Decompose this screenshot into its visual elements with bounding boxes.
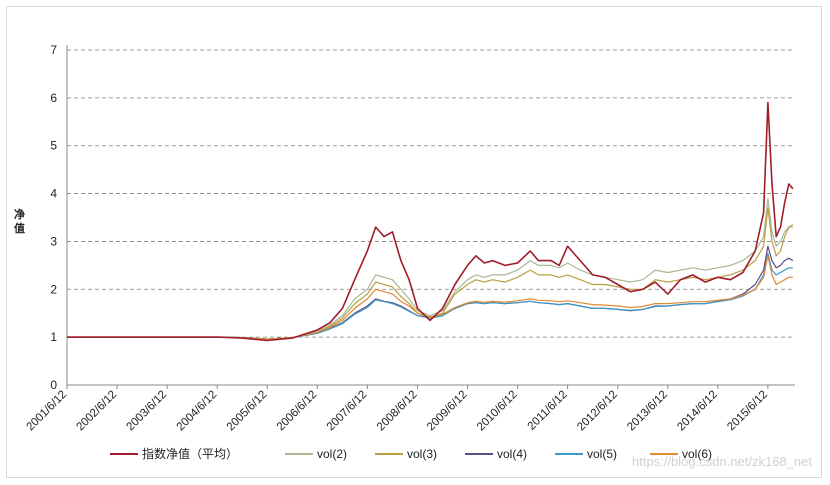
x-tick-label: 2014/6/12 <box>675 389 720 434</box>
x-tick-label: 2006/6/12 <box>275 389 320 434</box>
x-tick-label: 2008/6/12 <box>375 389 420 434</box>
y-tick-label: 2 <box>50 282 57 296</box>
y-tick-label: 7 <box>50 43 57 57</box>
legend-label: vol(3) <box>407 447 437 461</box>
x-tick-label: 2005/6/12 <box>225 389 270 434</box>
legend-label: 指数净值（平均） <box>142 446 238 461</box>
series-line <box>67 255 793 340</box>
x-tick-label: 2003/6/12 <box>125 389 170 434</box>
x-tick-label: 2012/6/12 <box>575 389 620 434</box>
x-tick-label: 2007/6/12 <box>325 389 370 434</box>
x-tick-label: 2009/6/12 <box>425 389 470 434</box>
watermark-text: https://blog.csdn.net/zk168_net <box>632 454 812 469</box>
series-line <box>67 252 793 340</box>
x-tick-label: 2015/6/12 <box>725 389 770 434</box>
y-tick-label: 6 <box>50 91 57 105</box>
x-tick-label: 2013/6/12 <box>625 389 670 434</box>
legend-label: vol(5) <box>587 447 617 461</box>
x-tick-label: 2004/6/12 <box>175 389 220 434</box>
series-line <box>67 245 794 340</box>
x-tick-label: 2010/6/12 <box>475 389 520 434</box>
x-tick-label: 2011/6/12 <box>526 389 570 433</box>
y-tick-label: 0 <box>50 378 57 392</box>
legend-label: vol(4) <box>497 447 527 461</box>
series-line <box>67 101 794 342</box>
y-tick-label: 3 <box>50 234 57 248</box>
y-axis-label: 净值 <box>14 209 25 235</box>
legend-label: vol(6) <box>682 447 712 461</box>
x-tick-label: 2002/6/12 <box>74 389 119 434</box>
y-tick-label: 4 <box>50 187 57 201</box>
legend-label: vol(2) <box>317 447 347 461</box>
y-tick-label: 1 <box>50 330 57 344</box>
x-tick-label: 2001/6/12 <box>24 389 69 434</box>
y-tick-label: 5 <box>50 139 57 153</box>
chart-frame <box>6 6 822 478</box>
